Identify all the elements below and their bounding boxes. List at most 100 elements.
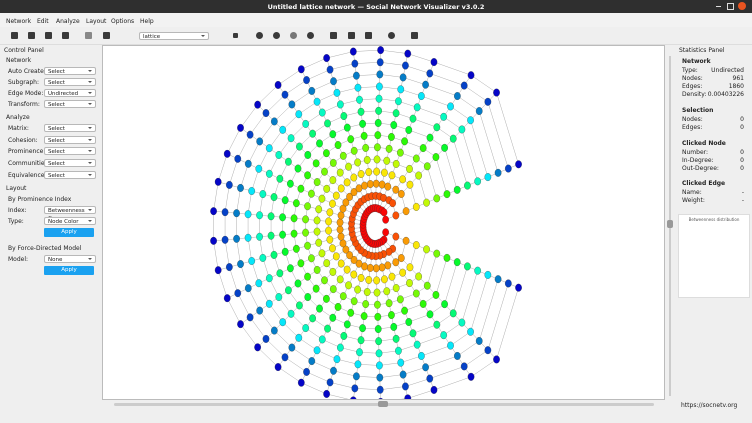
network-combo[interactable]: lattice [139,32,209,40]
graph-canvas[interactable] [103,46,664,399]
edge [356,74,380,76]
node [281,247,289,256]
apply-button[interactable]: Apply [44,228,94,237]
node [347,308,355,317]
tool-icon[interactable] [365,32,372,39]
field-combo[interactable]: Undirected [44,89,96,97]
tool-icon[interactable] [233,33,238,38]
field-combo[interactable]: Select [44,67,96,75]
node [326,378,334,387]
node [361,181,368,190]
tool-icon[interactable] [103,32,110,39]
field-combo[interactable]: Select [44,170,96,179]
node [256,211,263,220]
edge [417,334,444,345]
tool-icon[interactable] [45,32,52,39]
node [453,258,461,267]
field-combo[interactable]: Select [44,159,96,168]
tool-icon[interactable] [330,32,337,39]
node [347,135,355,144]
field-label: Matrix: [8,125,29,132]
edge [457,340,480,357]
node [293,199,300,208]
edge [379,74,404,78]
edge [229,267,238,294]
node [397,295,404,304]
node [475,107,483,115]
node [296,142,303,151]
menu-item[interactable]: Edit [37,18,49,25]
edge [330,382,355,389]
node [316,304,323,313]
edge [326,393,349,399]
tool-icon[interactable] [388,32,395,39]
edge [240,163,249,189]
node [296,301,303,310]
field-combo[interactable]: Select [44,135,96,144]
node [337,211,345,220]
stat-label: Edges: [682,124,703,131]
menu-item[interactable]: Layout [86,18,107,25]
node [405,318,413,326]
node [343,123,351,132]
node [225,180,233,189]
field-combo[interactable]: Select [44,78,96,86]
section-heading: Clicked Node [682,140,726,147]
field-combo[interactable]: Select [44,124,96,132]
scroll-thumb[interactable] [378,401,388,407]
edge [274,104,293,122]
node [336,218,344,227]
scroll-thumb[interactable] [667,220,673,228]
node [315,205,323,214]
node [312,284,320,293]
tool-icon[interactable] [28,32,35,39]
tool-bar [0,27,752,45]
node [454,92,461,100]
chart-title: Betweenness distribution [688,217,740,222]
field-combo[interactable]: Select [44,100,96,108]
node [356,95,363,104]
node [383,287,391,296]
field-combo[interactable]: None [44,255,96,263]
edge [470,359,497,377]
node [377,46,384,55]
tool-icon[interactable] [307,32,314,39]
menu-item[interactable]: Analyze [56,18,80,25]
node [313,216,321,225]
node [432,290,440,299]
edge [433,61,472,76]
node [302,215,309,224]
tool-icon[interactable] [11,32,18,39]
field-combo[interactable]: Node Color [44,217,96,225]
node [351,59,359,68]
node [376,70,384,79]
node [287,264,294,273]
tool-icon[interactable] [348,32,355,39]
menu-item[interactable]: Network [6,18,32,25]
node [397,254,405,263]
edge [257,347,279,368]
tool-icon[interactable] [62,32,69,39]
node [318,108,326,117]
tool-icon[interactable] [85,32,92,39]
tool-icon[interactable] [273,32,280,39]
tool-icon[interactable] [411,32,418,39]
menu-item[interactable]: Help [140,18,154,25]
field-label: Cohesion: [8,136,38,144]
menu-item[interactable]: Options [111,18,135,25]
window-controls[interactable] [716,2,746,10]
field-combo[interactable]: Select [44,147,96,156]
edge [284,79,307,95]
node [494,168,502,177]
field-label: Prominence: [8,148,46,156]
node [221,235,229,244]
tool-icon[interactable] [256,32,263,39]
node [350,255,358,264]
node [274,363,282,371]
apply-button[interactable]: Apply [44,266,94,275]
node [223,294,231,303]
field-combo[interactable]: Betweenness Cen [44,206,96,222]
tool-icon[interactable] [290,32,297,39]
node [353,71,360,80]
node [355,184,363,193]
